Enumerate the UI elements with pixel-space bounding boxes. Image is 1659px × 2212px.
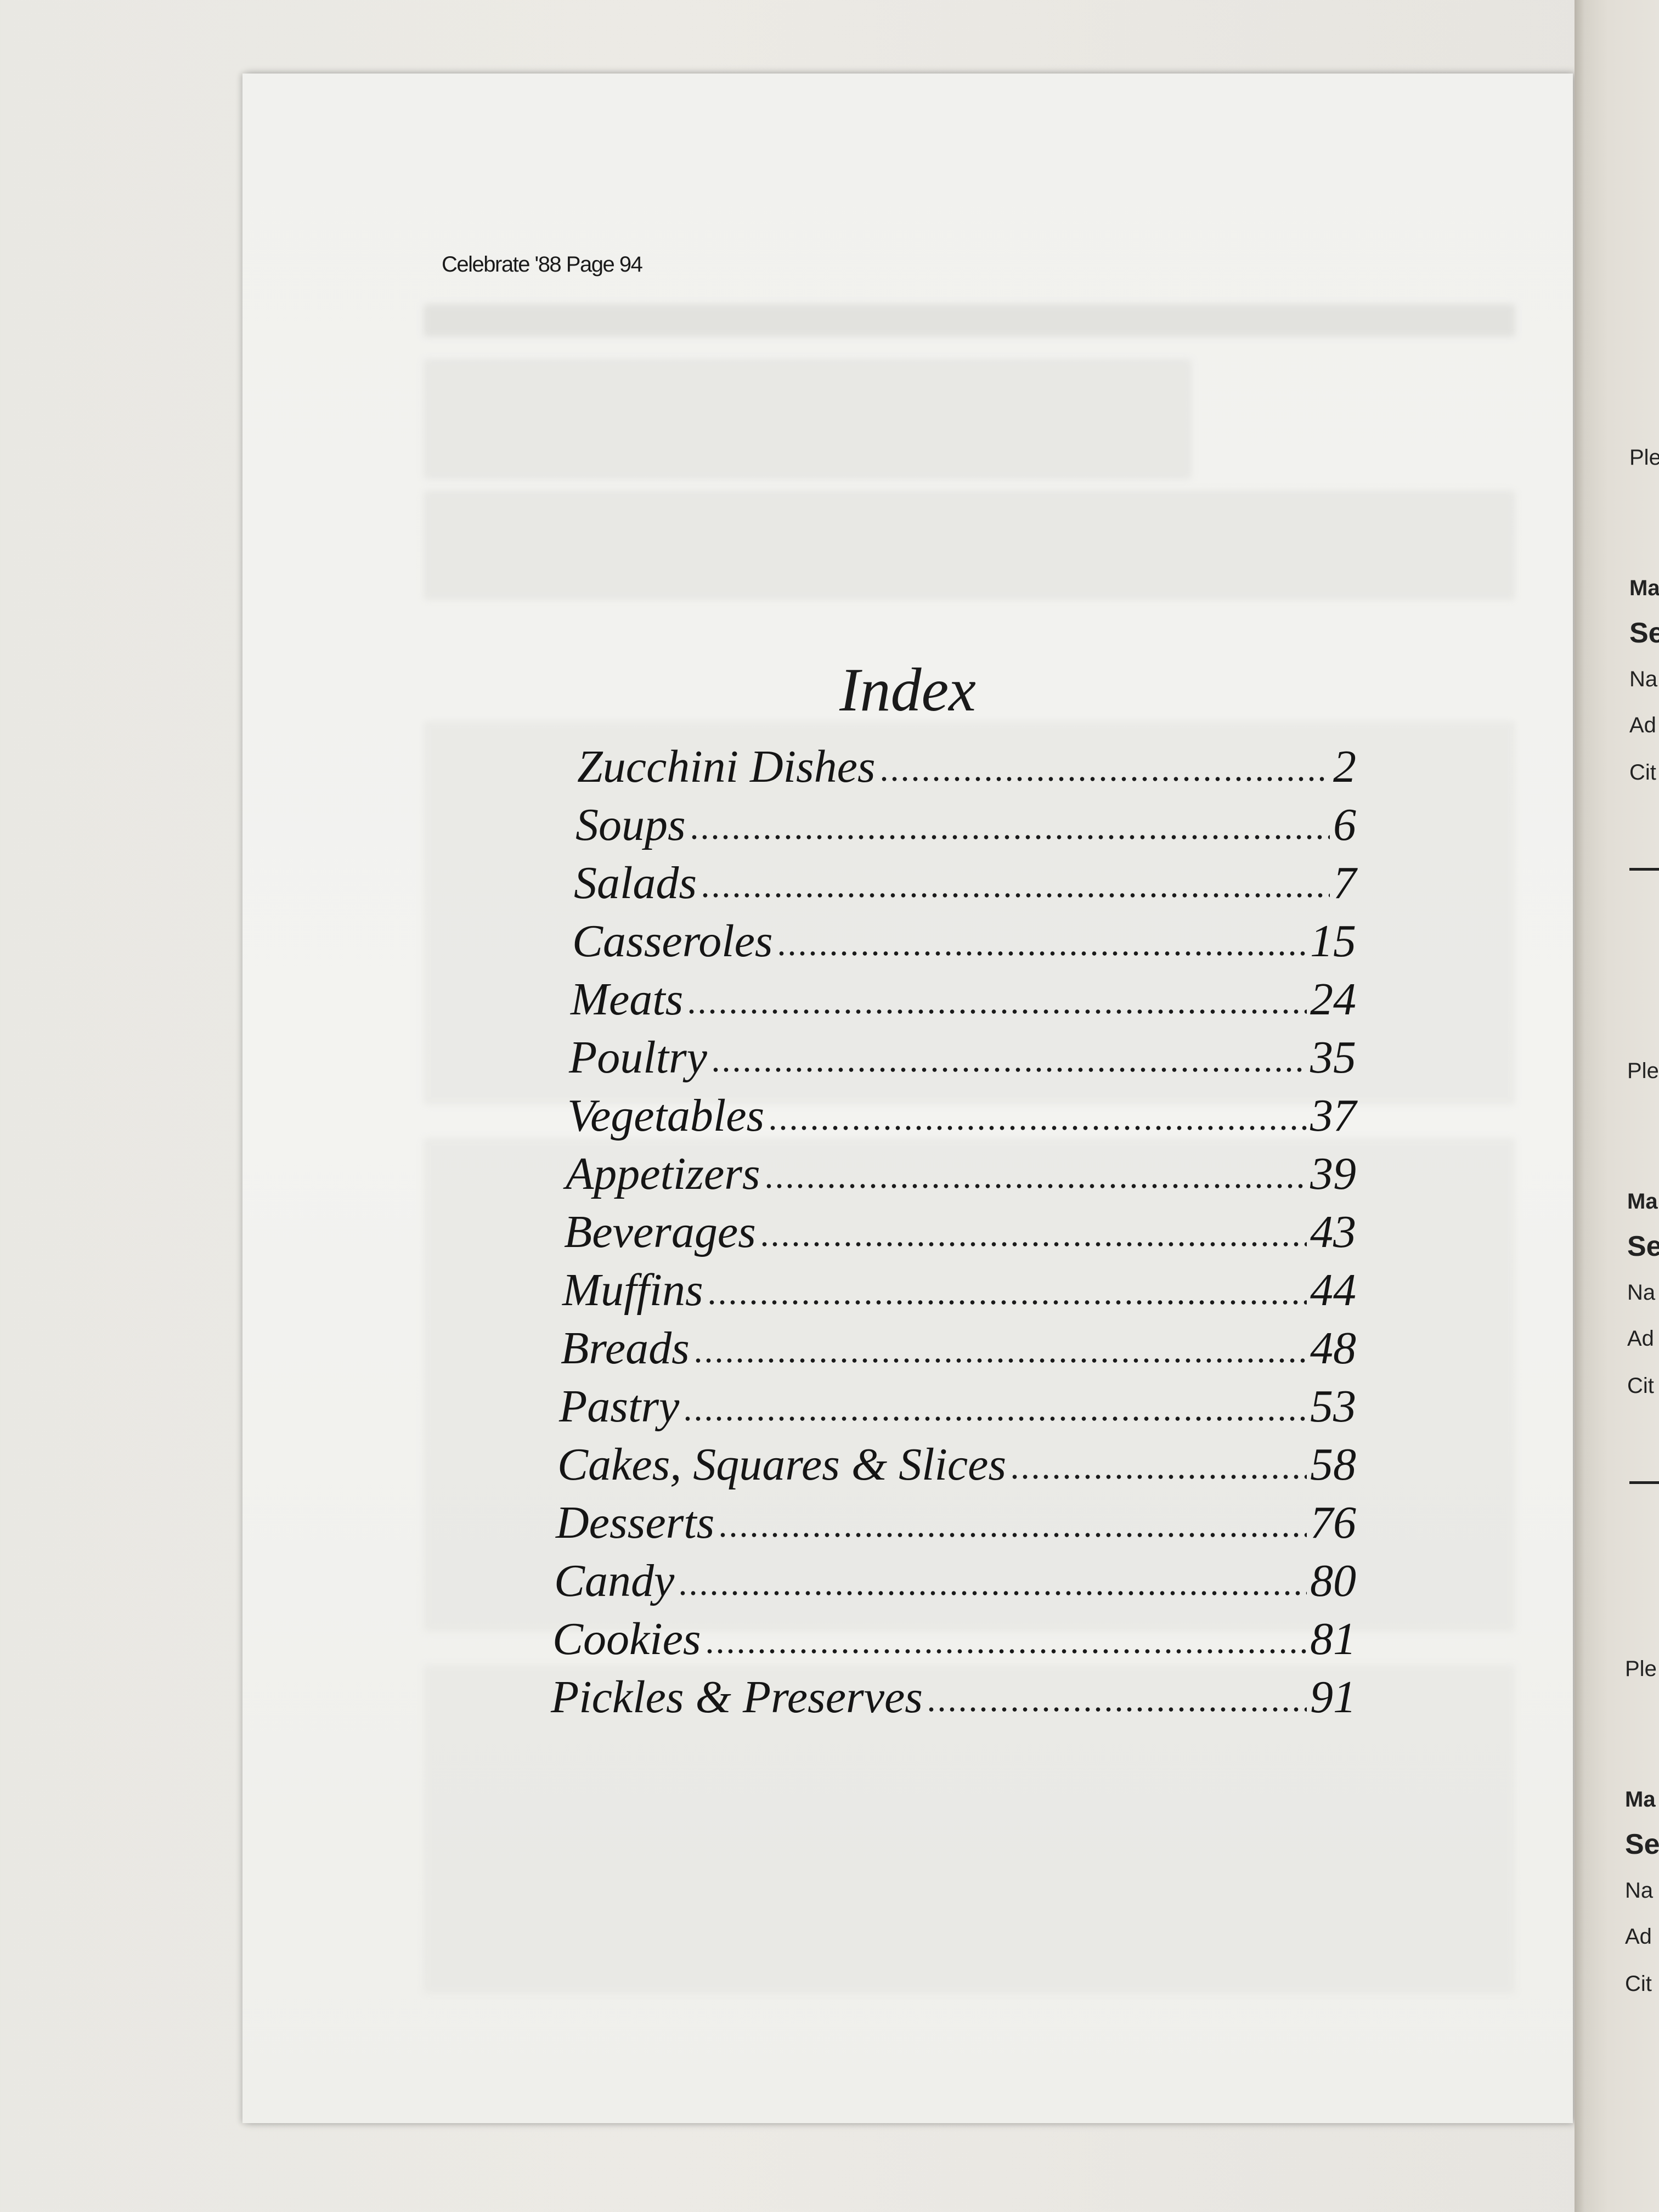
entry-page-number: 58 <box>1310 1439 1356 1490</box>
name-fragment: Na <box>1625 1878 1654 1903</box>
index-entry: Soups 6 <box>575 798 1356 856</box>
bleed-through-text <box>424 359 1192 479</box>
bleed-through-text <box>424 721 1515 1105</box>
entry-page-number: 35 <box>1310 1032 1356 1083</box>
please-fragment: Ple <box>1629 445 1659 470</box>
entry-page-number: 91 <box>1310 1672 1356 1723</box>
dot-leader <box>759 1242 1307 1247</box>
city-fragment: Cit <box>1629 760 1656 785</box>
entry-label: Zucchini Dishes <box>577 741 876 792</box>
index-entry: Desserts 76 <box>556 1496 1356 1554</box>
name-fragment: Na <box>1629 667 1658 691</box>
name-fragment: Na <box>1627 1280 1656 1305</box>
entry-label: Muffins <box>562 1265 703 1316</box>
index-entry: Muffins 44 <box>562 1263 1356 1322</box>
book-page: Celebrate '88 Page 94 Index Zucchini Dis… <box>242 74 1573 2123</box>
index-entry: Candy 80 <box>554 1554 1356 1612</box>
entry-label: Casseroles <box>572 916 773 967</box>
dot-leader <box>776 951 1307 956</box>
index-entry: Cakes, Squares & Slices 58 <box>557 1438 1356 1496</box>
page-title: Index <box>839 656 976 724</box>
entry-page-number: 24 <box>1310 974 1356 1025</box>
bleed-through-text <box>424 1664 1515 1994</box>
entry-label: Desserts <box>556 1497 715 1548</box>
index-entry: Pastry 53 <box>559 1380 1356 1438</box>
index-entry: Casseroles 15 <box>572 915 1356 973</box>
cut-line <box>1629 1481 1659 1484</box>
entry-page-number: 44 <box>1310 1265 1356 1316</box>
dot-leader <box>689 834 1330 840</box>
dot-leader <box>768 1125 1307 1131</box>
entry-label: Cookies <box>552 1613 701 1664</box>
dot-leader <box>1009 1474 1307 1480</box>
dot-leader <box>682 1416 1307 1421</box>
index-entry: Pickles & Preserves 91 <box>551 1671 1356 1729</box>
index-entry: Cookies 81 <box>552 1612 1356 1671</box>
entry-label: Meats <box>571 974 684 1025</box>
entry-label: Breads <box>561 1323 690 1374</box>
index-entry: Appetizers 39 <box>566 1147 1356 1205</box>
index-entry: Breads 48 <box>561 1322 1356 1380</box>
dot-leader <box>700 893 1330 898</box>
entry-page-number: 43 <box>1310 1206 1356 1257</box>
entry-page-number: 53 <box>1310 1381 1356 1432</box>
entry-label: Candy <box>554 1555 675 1606</box>
entry-label: Beverages <box>564 1206 756 1257</box>
entry-page-number: 15 <box>1310 916 1356 967</box>
entry-label: Poultry <box>569 1032 707 1083</box>
index-entry: Zucchini Dishes 2 <box>577 740 1356 798</box>
index-entry: Beverages 43 <box>564 1205 1356 1263</box>
entry-label: Salads <box>574 857 697 909</box>
address-fragment: Ad <box>1629 713 1656 737</box>
entry-label: Soups <box>575 799 686 850</box>
dot-leader <box>878 776 1330 782</box>
dot-leader <box>926 1707 1307 1712</box>
entry-label: Pastry <box>559 1381 680 1432</box>
city-fragment: Cit <box>1625 1972 1652 1996</box>
dot-leader <box>686 1009 1307 1014</box>
entry-page-number: 6 <box>1333 799 1356 850</box>
please-fragment: Ple <box>1627 1059 1659 1083</box>
entry-page-number: 76 <box>1310 1497 1356 1548</box>
address-fragment: Ad <box>1627 1327 1654 1351</box>
dot-leader <box>692 1358 1307 1363</box>
entry-page-number: 39 <box>1310 1148 1356 1199</box>
entry-page-number: 2 <box>1333 741 1356 792</box>
dot-leader <box>706 1300 1307 1305</box>
mail-fragment: Ma <box>1627 1189 1658 1214</box>
dot-leader <box>704 1649 1307 1654</box>
index-list: Zucchini Dishes 2 Soups 6 Salads 7 Casseroles 1… <box>551 740 1356 1729</box>
index-entry: Meats 24 <box>571 973 1356 1031</box>
bleed-through-text <box>424 490 1515 600</box>
entry-label: Cakes, Squares & Slices <box>557 1439 1007 1490</box>
page-header: Celebrate '88 Page 94 <box>442 252 643 276</box>
entry-label: Vegetables <box>567 1090 765 1141</box>
index-entry: Poultry 35 <box>569 1031 1356 1089</box>
bleed-through-text <box>424 1138 1515 1632</box>
entry-page-number: 80 <box>1310 1555 1356 1606</box>
send-fragment: Se <box>1625 1829 1659 1860</box>
send-fragment: Se <box>1627 1231 1659 1262</box>
address-fragment: Ad <box>1625 1925 1652 1949</box>
index-entry: Vegetables 37 <box>567 1089 1356 1147</box>
mail-fragment: Ma <box>1629 576 1659 600</box>
index-entry: Salads 7 <box>574 856 1356 915</box>
dot-leader <box>718 1532 1307 1538</box>
entry-page-number: 48 <box>1310 1323 1356 1374</box>
entry-label: Pickles & Preserves <box>551 1672 923 1723</box>
bleed-through-text <box>424 304 1515 337</box>
entry-page-number: 7 <box>1333 857 1356 909</box>
adjacent-page: Ple Ma Se Na Ad Cit Ple Ma Se Na Ad Cit Ple Ma Se Na Ad C… <box>1575 0 1659 2212</box>
dot-leader <box>678 1590 1307 1596</box>
mail-fragment: Ma <box>1625 1787 1656 1812</box>
send-fragment: Se <box>1629 617 1659 649</box>
dot-leader <box>763 1183 1307 1189</box>
cut-line <box>1629 868 1659 871</box>
entry-label: Appetizers <box>566 1148 760 1199</box>
entry-page-number: 81 <box>1310 1613 1356 1664</box>
please-fragment: Ple <box>1625 1657 1657 1681</box>
city-fragment: Cit <box>1627 1374 1654 1398</box>
entry-page-number: 37 <box>1310 1090 1356 1141</box>
dot-leader <box>710 1067 1307 1073</box>
